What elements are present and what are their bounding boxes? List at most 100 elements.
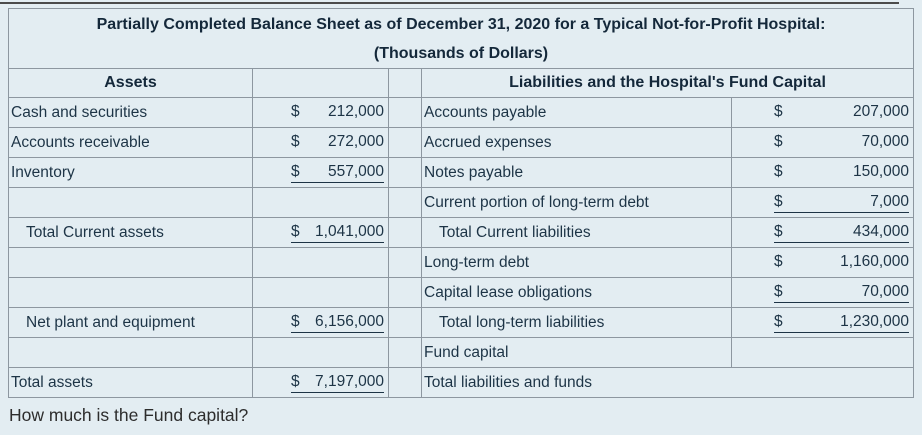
amount: 1,041,000 — [315, 222, 384, 240]
liabilities-header: Liabilities and the Hospital's Fund Capi… — [420, 68, 915, 98]
asset-label: Total assets — [8, 367, 253, 398]
asset-value-empty — [252, 247, 389, 278]
dollar-sign: $ — [291, 312, 300, 330]
amount: 557,000 — [327, 162, 384, 180]
liability-value-empty — [730, 337, 915, 368]
dollar-sign: $ — [291, 222, 300, 240]
gap-cell — [388, 187, 422, 218]
amount: 6,156,000 — [315, 312, 384, 330]
liability-value: $434,000 — [730, 217, 915, 248]
liability-label: Total Current liabilities — [421, 217, 732, 248]
table-row: Cash and securities $212,000 Accounts pa… — [8, 97, 915, 128]
liability-label: Long-term debt — [421, 247, 732, 278]
gap-cell — [388, 97, 422, 128]
liability-label: Accrued expenses — [421, 127, 732, 158]
liability-label: Total liabilities and funds — [420, 367, 915, 398]
amount: 70,000 — [861, 282, 910, 300]
dollar-sign: $ — [774, 282, 783, 300]
liability-value: $70,000 — [730, 277, 915, 308]
dollar-sign: $ — [291, 372, 300, 390]
dollar-sign: $ — [291, 103, 300, 120]
amount: 7,197,000 — [315, 372, 384, 390]
amount: 150,000 — [853, 163, 910, 180]
asset-value-empty — [252, 337, 389, 368]
asset-value: $212,000 — [252, 97, 389, 128]
dollar-sign: $ — [291, 162, 300, 180]
title-line-2: (Thousands of Dollars) — [373, 44, 549, 62]
gap-cell — [388, 337, 422, 368]
liability-label: Capital lease obligations — [421, 277, 732, 308]
assets-header: Assets — [8, 68, 253, 98]
asset-label: Inventory — [8, 157, 253, 188]
dollar-sign: $ — [774, 133, 783, 150]
amount: 207,000 — [853, 103, 910, 120]
dollar-sign: $ — [774, 222, 783, 240]
liability-label: Accounts payable — [421, 97, 732, 128]
gap-cell — [388, 307, 422, 338]
asset-label: Total Current assets — [8, 217, 253, 248]
table-title: Partially Completed Balance Sheet as of … — [7, 8, 915, 69]
table-row: Total assets $7,197,000 Total liabilitie… — [8, 367, 915, 398]
top-crop-line — [0, 2, 899, 4]
asset-value: $557,000 — [252, 157, 389, 188]
liability-value: $150,000 — [730, 157, 915, 188]
asset-value: $7,197,000 — [252, 367, 389, 398]
balance-sheet-table: Partially Completed Balance Sheet as of … — [7, 8, 915, 398]
liability-label: Current portion of long-term debt — [421, 187, 732, 218]
asset-value-empty — [252, 277, 389, 308]
column-header-row: Assets Liabilities and the Hospital's Fu… — [8, 68, 915, 98]
amount: 1,160,000 — [840, 253, 910, 270]
asset-label-empty — [8, 337, 253, 368]
table-row: Capital lease obligations $70,000 — [8, 277, 915, 308]
asset-label-empty — [8, 187, 253, 218]
table-row: Net plant and equipment $6,156,000 Total… — [8, 307, 915, 338]
asset-value-empty — [252, 187, 389, 218]
asset-label: Net plant and equipment — [8, 307, 253, 338]
amount: 272,000 — [327, 133, 384, 150]
asset-value: $6,156,000 — [252, 307, 389, 338]
liability-value: $1,160,000 — [730, 247, 915, 278]
dollar-sign: $ — [774, 103, 783, 120]
table-row: Current portion of long-term debt $7,000 — [8, 187, 915, 218]
question-text: How much is the Fund capital? — [9, 405, 249, 425]
liability-value: $7,000 — [730, 187, 915, 218]
liability-value: $1,230,000 — [730, 307, 915, 338]
dollar-sign: $ — [774, 312, 783, 330]
gap-cell — [388, 247, 422, 278]
gap-cell — [388, 127, 422, 158]
gap-cell — [388, 367, 422, 398]
title-line-1: Partially Completed Balance Sheet as of … — [96, 15, 826, 33]
liability-label: Fund capital — [421, 337, 732, 368]
gap-cell — [388, 277, 422, 308]
gap-cell — [388, 217, 422, 248]
amount: 434,000 — [853, 222, 910, 240]
table-row: Inventory $557,000 Notes payable $150,00… — [8, 157, 915, 188]
assets-value-header-empty — [252, 68, 389, 98]
gap-header-cell — [388, 68, 422, 98]
table-row: Fund capital — [8, 337, 915, 368]
dollar-sign: $ — [291, 133, 300, 150]
liability-value: $207,000 — [730, 97, 915, 128]
dollar-sign: $ — [774, 253, 783, 270]
table-title-row: Partially Completed Balance Sheet as of … — [7, 8, 915, 69]
liability-value: $70,000 — [730, 127, 915, 158]
asset-label: Accounts receivable — [8, 127, 253, 158]
amount: 70,000 — [861, 133, 910, 150]
table-row: Long-term debt $1,160,000 — [8, 247, 915, 278]
dollar-sign: $ — [774, 192, 783, 210]
dollar-sign: $ — [774, 163, 783, 180]
asset-label: Cash and securities — [8, 97, 253, 128]
amount: 1,230,000 — [840, 312, 910, 330]
asset-value: $272,000 — [252, 127, 389, 158]
liability-label: Notes payable — [421, 157, 732, 188]
gap-cell — [388, 157, 422, 188]
asset-value: $1,041,000 — [252, 217, 389, 248]
amount: 7,000 — [870, 192, 910, 210]
amount: 212,000 — [327, 103, 384, 120]
table-row: Accounts receivable $272,000 Accrued exp… — [8, 127, 915, 158]
asset-label-empty — [8, 247, 253, 278]
liability-label: Total long-term liabilities — [421, 307, 732, 338]
asset-label-empty — [8, 277, 253, 308]
table-row: Total Current assets $1,041,000 Total Cu… — [8, 217, 915, 248]
